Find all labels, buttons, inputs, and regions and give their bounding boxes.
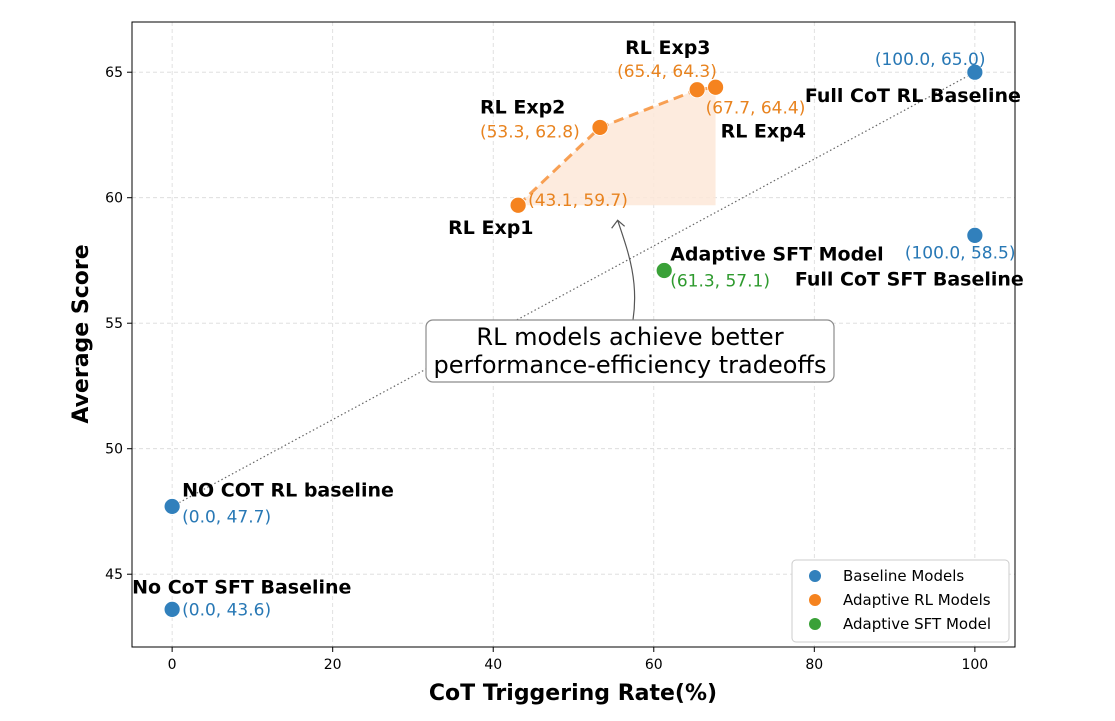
point-coord-rl-exp4: (67.7, 64.4) — [706, 98, 806, 118]
area-layer — [518, 87, 716, 206]
legend-marker-rl — [809, 594, 821, 606]
label-layer: NO COT RL baseline (0.0, 47.7) No CoT SFT … — [132, 37, 1024, 621]
legend-label-sft: Adaptive SFT Model — [843, 615, 991, 633]
annotation-line-2: performance-efficiency tradeoffs — [434, 351, 827, 379]
y-axis-title: Average Score — [69, 244, 94, 423]
point-name-rl-exp2: RL Exp2 — [480, 96, 565, 118]
point-coord-rl-exp1: (43.1, 59.7) — [528, 191, 628, 211]
point-layer — [163, 63, 984, 618]
axes-layer: 0 20 40 60 80 100 45 50 55 60 65 — [105, 21, 1016, 673]
data-point-rl-exp1 — [509, 196, 527, 214]
point-name-no-cot-sft-baseline: No CoT SFT Baseline — [132, 576, 351, 598]
data-point-adaptive-sft-model — [655, 262, 673, 279]
y-tick-label: 50 — [105, 442, 123, 458]
legend-label-baseline: Baseline Models — [843, 567, 964, 585]
point-coord-full-cot-rl-baseline: (100.0, 65.0) — [875, 50, 986, 70]
data-point-rl-exp2 — [591, 119, 609, 136]
point-coord-adaptive-sft-model: (61.3, 57.1) — [670, 271, 770, 291]
x-tick-label: 100 — [961, 657, 988, 673]
plot-frame — [131, 21, 1016, 648]
legend-marker-baseline — [809, 570, 821, 582]
trend-line — [171, 71, 976, 507]
data-point-no-cot-sft-baseline — [163, 600, 181, 618]
data-point-no-cot-rl-baseline — [163, 498, 181, 515]
legend-marker-sft — [809, 618, 821, 630]
point-name-adaptive-sft-model: Adaptive SFT Model — [670, 243, 883, 265]
point-name-rl-exp4: RL Exp4 — [721, 120, 806, 142]
point-coord-no-cot-sft-baseline: (0.0, 43.6) — [182, 600, 271, 620]
data-point-full-cot-rl-baseline — [966, 63, 984, 81]
y-tick-label: 60 — [105, 191, 123, 207]
y-tick-label: 55 — [105, 316, 123, 332]
annotation-arrowhead — [611, 219, 626, 229]
rl-frontier-area — [518, 87, 716, 206]
point-name-rl-exp1: RL Exp1 — [448, 217, 533, 239]
x-tick-label: 40 — [484, 657, 502, 673]
x-tick-label: 60 — [645, 657, 663, 673]
x-tick-label: 0 — [168, 657, 177, 673]
x-tick-label: 20 — [324, 657, 342, 673]
annotation-line-1: RL models achieve better — [476, 323, 783, 351]
legend-frame — [791, 559, 1010, 643]
point-name-rl-exp3: RL Exp3 — [625, 37, 710, 59]
annotation-arrow — [617, 220, 636, 321]
point-coord-rl-exp2: (53.3, 62.8) — [480, 122, 580, 142]
point-name-no-cot-rl-baseline: NO COT RL baseline — [182, 479, 394, 501]
data-point-full-cot-sft-baseline — [966, 226, 984, 244]
point-coord-full-cot-sft-baseline: (100.0, 58.5) — [905, 243, 1016, 263]
point-coord-rl-exp3: (65.4, 64.3) — [617, 62, 717, 82]
point-name-full-cot-rl-baseline: Full CoT RL Baseline — [805, 85, 1021, 107]
y-tick-label: 65 — [105, 65, 123, 81]
point-name-full-cot-sft-baseline: Full CoT SFT Baseline — [795, 268, 1024, 290]
x-tick-label: 80 — [805, 657, 823, 673]
line-layer — [171, 71, 976, 507]
legend: Baseline Models Adaptive RL Models Adapt… — [791, 559, 1010, 643]
point-coord-no-cot-rl-baseline: (0.0, 47.7) — [182, 507, 271, 527]
y-tick-label: 45 — [105, 567, 123, 583]
annotation: RL models achieve better performance-eff… — [425, 219, 835, 383]
rl-frontier-line — [517, 85, 716, 207]
legend-label-rl: Adaptive RL Models — [843, 591, 991, 609]
data-point-rl-exp4 — [707, 78, 724, 96]
x-axis-title: CoT Triggering Rate(%) — [429, 681, 717, 706]
data-point-rl-exp3 — [688, 81, 706, 99]
annotation-box — [425, 319, 835, 383]
